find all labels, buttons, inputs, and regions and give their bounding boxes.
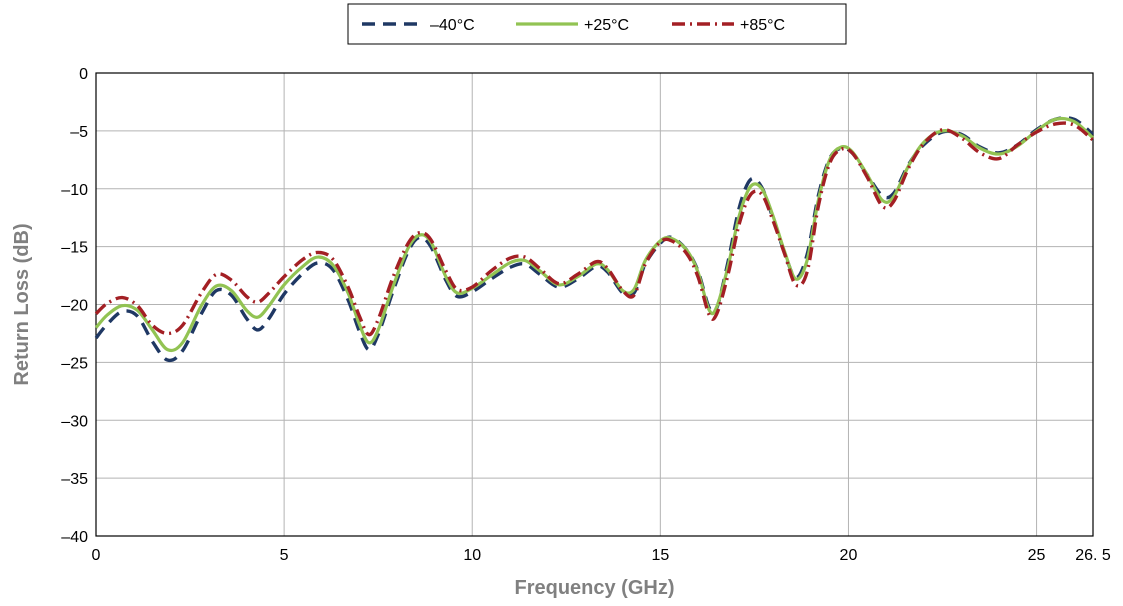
x-tick-label: 26. 5 [1075,547,1111,564]
x-tick-label: 0 [92,547,101,564]
series-line [94,121,1095,337]
y-tick-label: 0 [79,66,88,83]
y-tick-label: –15 [61,240,88,257]
x-tick-label: 15 [651,547,669,564]
y-tick-label: –10 [61,182,88,199]
series-line [94,116,1095,363]
y-tick-label: –20 [61,298,88,315]
x-axis-title: Frequency (GHz) [514,577,674,599]
y-tick-label: –5 [70,124,88,141]
series-line [94,116,1095,353]
x-tick-label: 20 [840,547,858,564]
legend-box [347,3,847,45]
legend: –40°C +25°C +85°C [347,3,847,45]
y-tick-label: –25 [61,355,88,372]
x-tick-label: 10 [463,547,481,564]
legend-label: +25°C [584,17,629,34]
legend-label: –40°C [430,17,475,34]
plot-area-frame [95,72,1094,537]
y-tick-label: –35 [61,471,88,488]
y-tick-label: –40 [61,529,88,546]
axis-ticks: 0 5 10 15 20 25 26. 5 0 –5 –10 –15 –20 –25 –30 –35 –40 [61,66,1111,564]
x-tick-label: 25 [1028,547,1046,564]
y-tick-label: –30 [61,413,88,430]
x-tick-label: 5 [280,547,289,564]
y-axis-title: Return Loss (dB) [11,223,33,385]
grid-lines [96,73,1093,536]
legend-label: +85°C [740,17,785,34]
series-lines [94,116,1095,363]
